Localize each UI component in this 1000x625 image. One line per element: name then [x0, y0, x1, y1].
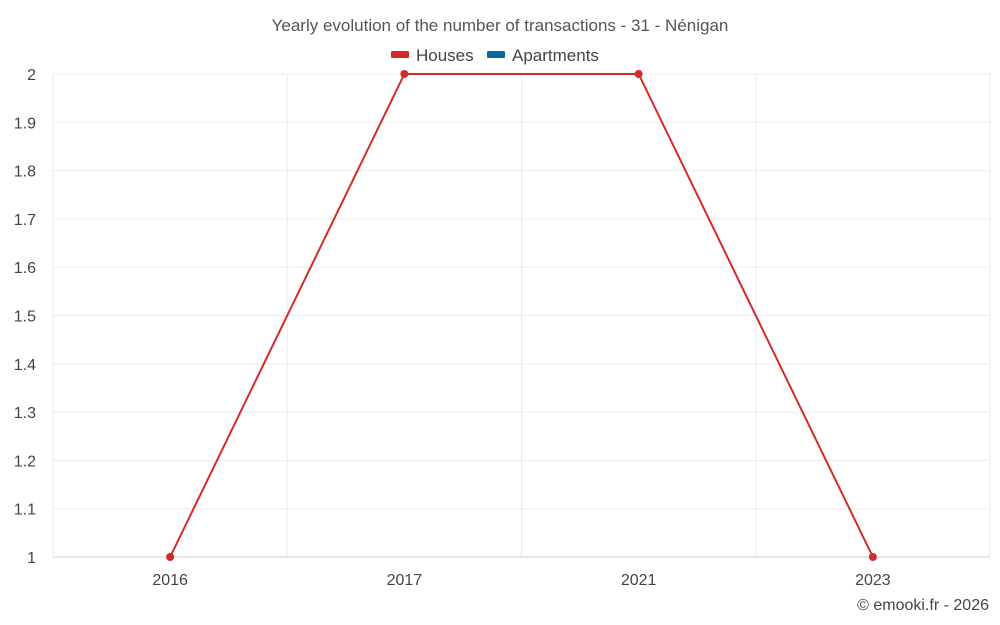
- y-tick-label: 1.9: [14, 115, 36, 132]
- x-tick-label: 2021: [621, 572, 657, 589]
- legend-item-houses[interactable]: Houses: [391, 46, 474, 65]
- legend-label-houses: Houses: [416, 46, 474, 65]
- y-tick-label: 1: [27, 550, 36, 567]
- series: [166, 70, 877, 561]
- x-tick-label: 2017: [387, 572, 423, 589]
- y-tick-label: 1.7: [14, 212, 36, 229]
- chart-title: Yearly evolution of the number of transa…: [272, 16, 729, 35]
- legend-swatch-houses: [391, 51, 409, 58]
- y-tick-label: 1.4: [14, 357, 36, 374]
- y-tick-label: 1.6: [14, 260, 36, 277]
- credit-text: © emooki.fr - 2026: [857, 597, 989, 614]
- legend: Houses Apartments: [391, 46, 599, 65]
- legend-item-apartments[interactable]: Apartments: [487, 46, 599, 65]
- y-tick-label: 1.3: [14, 405, 36, 422]
- data-point-houses[interactable]: [166, 553, 175, 561]
- y-tick-label: 2: [27, 67, 36, 84]
- legend-label-apartments: Apartments: [512, 46, 599, 65]
- x-tick-label: 2016: [152, 572, 188, 589]
- data-point-houses[interactable]: [400, 70, 409, 78]
- x-tick-label: 2023: [855, 572, 891, 589]
- data-point-houses[interactable]: [868, 553, 877, 561]
- data-point-houses[interactable]: [634, 70, 643, 78]
- y-tick-label: 1.2: [14, 453, 36, 470]
- y-tick-label: 1.5: [14, 309, 36, 326]
- y-tick-label: 1.8: [14, 164, 36, 181]
- grid: [52, 73, 991, 558]
- y-tick-label: 1.1: [14, 502, 36, 519]
- legend-swatch-apartments: [487, 51, 505, 58]
- series-line-houses: [169, 73, 874, 558]
- axes: 1 1.1 1.2 1.3 1.4 1.5 1.6 1.7 1.8 1.9 2 2016 2017 202…: [14, 67, 990, 589]
